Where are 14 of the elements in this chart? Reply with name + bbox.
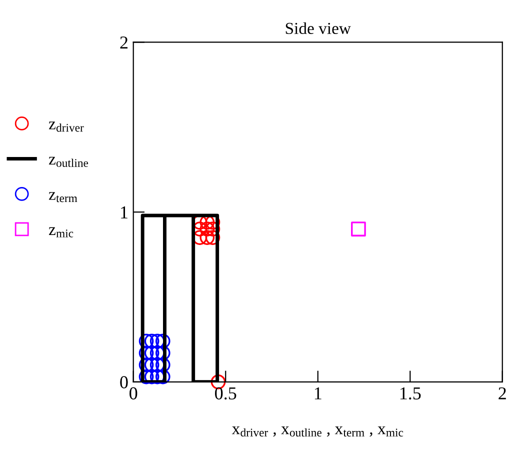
x-tick-label: 2 [498,387,506,400]
legend-label: z$_{mic}$ [48,227,74,238]
x-tick-label: 0.5 [215,387,236,400]
x-tick-label: 1.5 [400,387,421,400]
chart-title: Side view [286,22,351,34]
legend-label: z$_{term}$ [48,192,78,202]
y-tick-label: 2 [120,36,128,48]
x-axis-title: x$_{driver}$ , x$_{outline}$ , x$_{term}$ , x$_{mic}$ [232,426,404,437]
x-tick-label: 1 [314,387,322,400]
legend-label: z$_{driver}$ [48,122,84,132]
x-tick-label: 0 [130,387,138,400]
y-tick-label: 1 [121,206,128,218]
y-tick-label: 0 [120,376,128,388]
legend-label: z$_{outline}$ [48,156,88,167]
